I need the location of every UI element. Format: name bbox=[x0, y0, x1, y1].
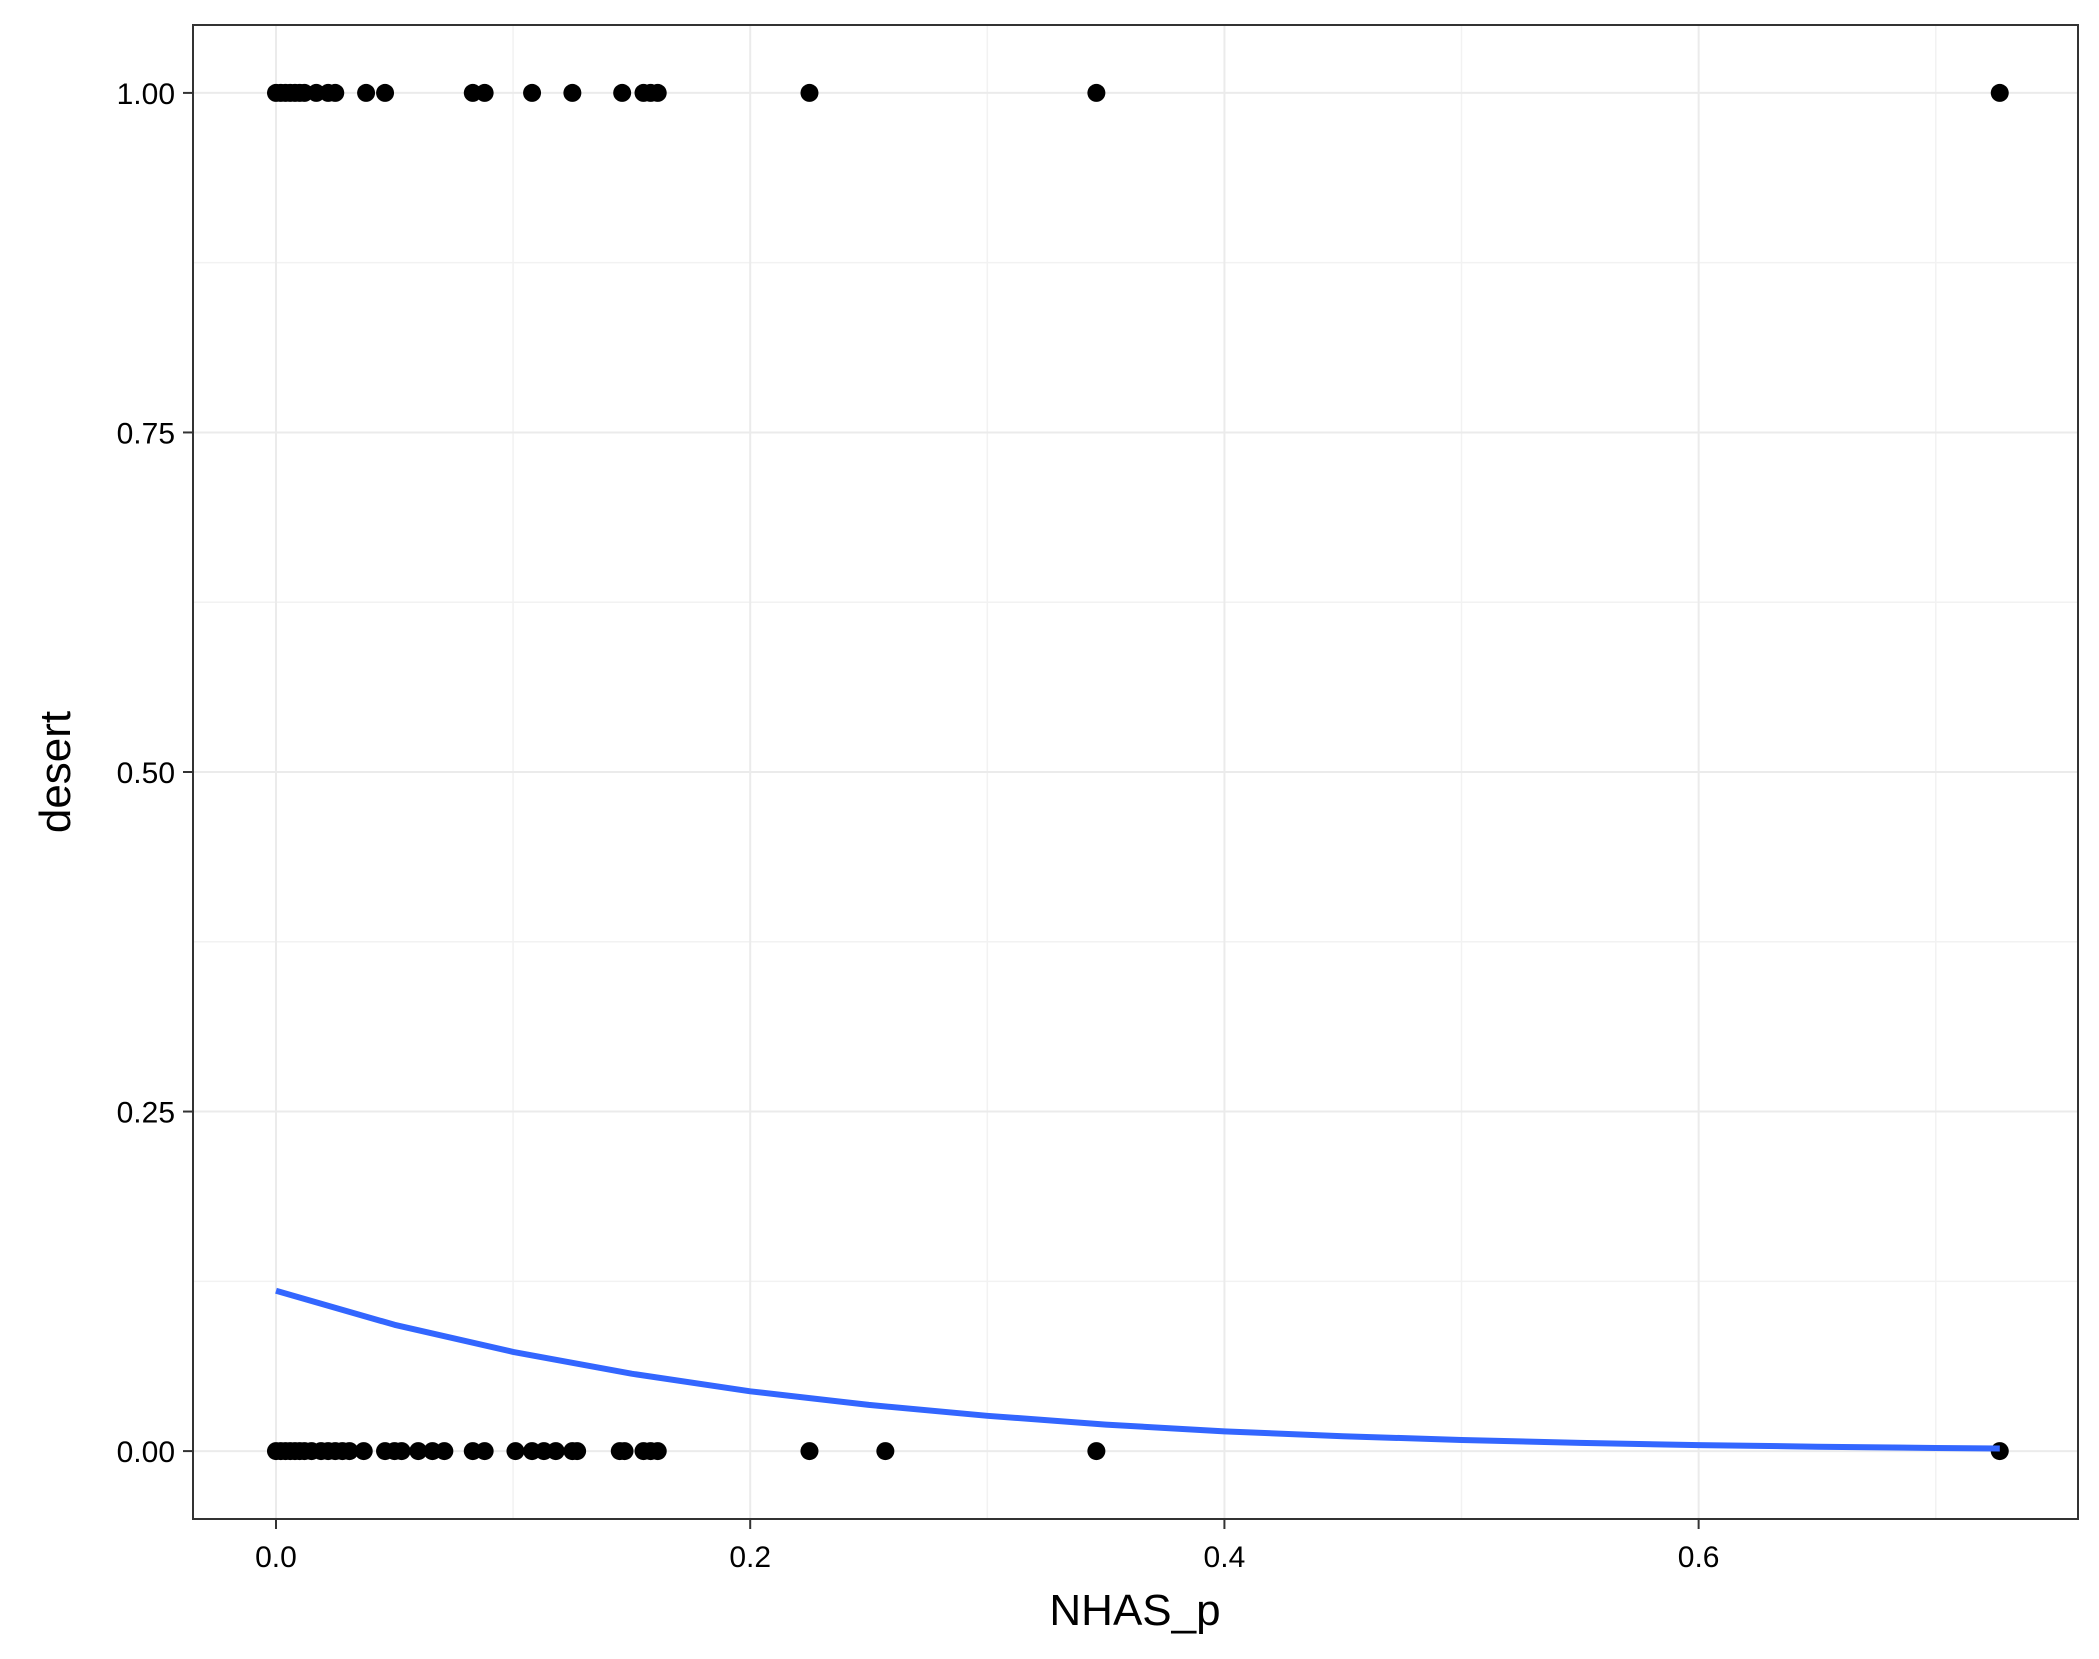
y-tick-label: 0.25 bbox=[117, 1097, 175, 1130]
data-point bbox=[475, 83, 494, 102]
data-point bbox=[475, 1442, 494, 1461]
data-point bbox=[376, 83, 395, 102]
x-tick-label: 0.4 bbox=[1204, 1541, 1246, 1574]
data-point bbox=[354, 1442, 373, 1461]
data-point bbox=[563, 83, 582, 102]
data-point bbox=[326, 83, 345, 102]
x-tick-label: 0.6 bbox=[1678, 1541, 1720, 1574]
y-tick-label: 0.50 bbox=[117, 757, 175, 790]
data-point bbox=[435, 1442, 454, 1461]
data-point bbox=[546, 1442, 565, 1461]
fit-line-path bbox=[275, 1287, 2000, 1452]
data-point bbox=[1990, 83, 2009, 102]
data-point bbox=[409, 1442, 428, 1461]
data-point bbox=[523, 83, 542, 102]
y-axis-title: desert bbox=[31, 711, 80, 833]
data-point bbox=[357, 83, 376, 102]
fit-curve bbox=[275, 1287, 2000, 1452]
y-tick-label: 0.00 bbox=[117, 1436, 175, 1469]
x-axis-title: NHAS_p bbox=[1049, 1586, 1220, 1635]
major-gridlines bbox=[193, 25, 2078, 1519]
data-point bbox=[392, 1442, 411, 1461]
x-tick-label: 0.2 bbox=[729, 1541, 771, 1574]
data-point bbox=[613, 83, 632, 102]
data-point bbox=[648, 83, 667, 102]
data-point bbox=[876, 1442, 895, 1461]
y-tick-label: 0.75 bbox=[117, 417, 175, 450]
data-points bbox=[266, 83, 2009, 1461]
data-point bbox=[1087, 1442, 1106, 1461]
y-axis-ticks: 0.00 0.25 0.50 0.75 1.00 bbox=[117, 78, 193, 1469]
data-point bbox=[800, 83, 819, 102]
data-point bbox=[506, 1442, 525, 1461]
data-point bbox=[648, 1442, 667, 1461]
data-point bbox=[1087, 83, 1106, 102]
data-point bbox=[340, 1442, 359, 1461]
x-tick-label: 0.0 bbox=[255, 1541, 297, 1574]
y-tick-label: 1.00 bbox=[117, 78, 175, 111]
data-point bbox=[568, 1442, 587, 1461]
data-point bbox=[800, 1442, 819, 1461]
x-axis-ticks: 0.0 0.2 0.4 0.6 bbox=[255, 1519, 1719, 1574]
data-point bbox=[615, 1442, 634, 1461]
